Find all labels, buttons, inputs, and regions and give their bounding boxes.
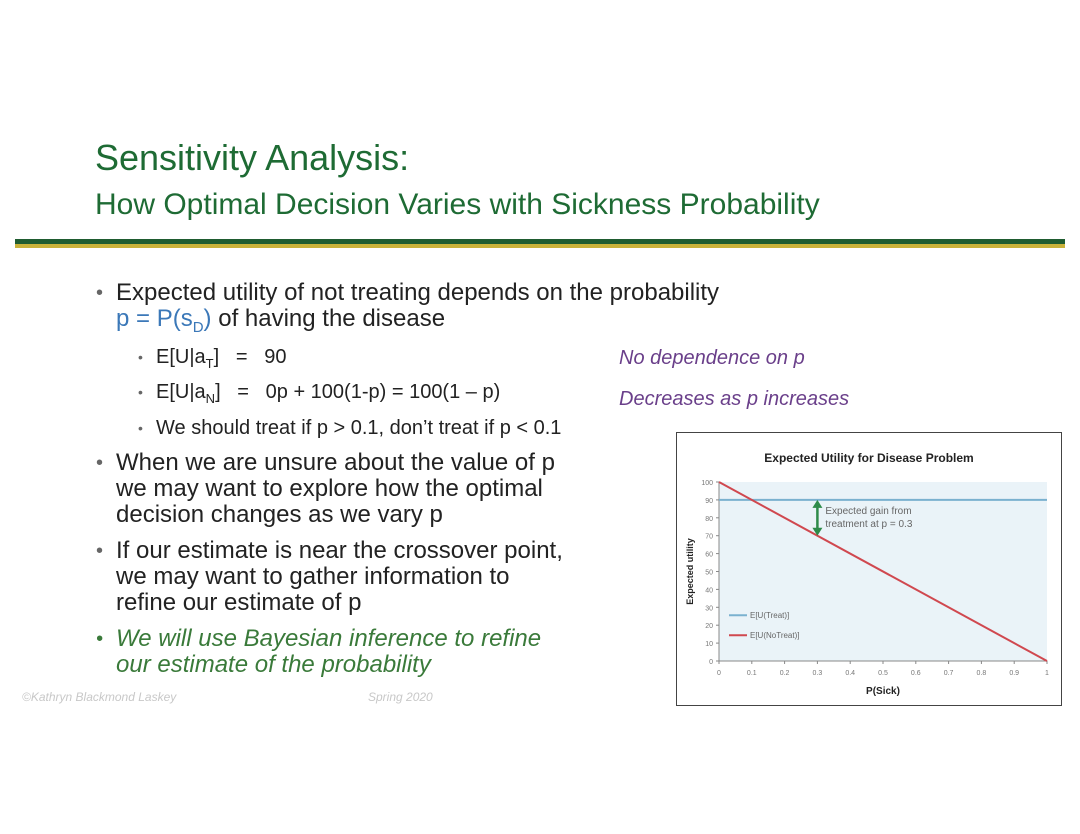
bullet-expected-utility-cont: p = P(sD) of having the disease <box>116 306 445 341</box>
note-decreases: Decreases as p increases <box>619 388 850 410</box>
y-tick-label: 10 <box>705 641 713 648</box>
annotation-line-1: Expected gain from <box>825 506 911 517</box>
gain-arrow-head-down <box>812 527 823 536</box>
slide-title: Sensitivity Analysis: <box>95 137 410 178</box>
title-rule-green <box>15 239 1065 244</box>
y-tick-label: 20 <box>705 623 713 630</box>
x-tick-label: 0.9 <box>1009 670 1019 677</box>
probability-definition: p = P(sD) <box>116 305 212 336</box>
bullet-text: Expected utility of not treating depends… <box>116 279 720 306</box>
chart-frame: Expected Utility for Disease Problem 0 10… <box>676 432 1062 706</box>
bullet-dot: • <box>96 540 104 562</box>
sub-bullet-decision: • We should treat if p > 0.1, don’t trea… <box>138 417 562 439</box>
y-tick-label: 30 <box>705 605 713 612</box>
series-line-notreat <box>718 481 1048 662</box>
y-tick-label: 40 <box>705 587 713 594</box>
bullet-crossover: • If our estimate is near the crossover … <box>96 537 563 616</box>
legend-label: E[U(Treat)] <box>750 611 789 620</box>
chart-title: Expected Utility for Disease Problem <box>764 451 974 465</box>
utility-chart: 0 10 20 30 40 50 60 70 80 90 100 0 0.1 0.2 0.3 0.4 0.5 0.… <box>685 480 1049 697</box>
sub-bullet-notreat: • E[U|aN] = 0p + 100(1-p) = 100(1 – p) <box>138 381 501 406</box>
bullet-dot: • <box>96 452 104 474</box>
legend-label: E[U(NoTreat)] <box>750 631 800 640</box>
bullet-dot: • <box>138 349 143 365</box>
x-tick-label: 0.5 <box>878 670 888 677</box>
x-tick-label: 0.1 <box>747 670 757 677</box>
x-tick-label: 0.3 <box>813 670 823 677</box>
x-tick-label: 0.4 <box>845 670 855 677</box>
x-tick-label: 0.2 <box>780 670 790 677</box>
title-rule-gold <box>15 244 1065 248</box>
y-axis-label: Expected utility <box>685 538 695 605</box>
bullet-dot: • <box>138 420 143 436</box>
x-tick-label: 1 <box>1045 670 1049 677</box>
y-tick-label: 60 <box>705 552 713 559</box>
footer-author: ©Kathryn Blackmond Laskey <box>22 690 177 704</box>
x-tick-label: 0.8 <box>977 670 987 677</box>
gain-arrow-head-up <box>812 499 823 508</box>
bullet-expected-utility: • Expected utility of not treating depen… <box>96 279 720 306</box>
y-tick-label: 80 <box>705 516 713 523</box>
x-axis-label: P(Sick) <box>866 686 900 697</box>
y-tick-label: 100 <box>701 480 713 487</box>
note-no-dependence: No dependence on p <box>619 347 805 369</box>
bullet-dot: • <box>96 282 104 304</box>
bullet-dot: • <box>138 384 143 400</box>
x-tick-label: 0.6 <box>911 670 921 677</box>
y-tick-label: 50 <box>705 570 713 577</box>
slide-subtitle: How Optimal Decision Varies with Sicknes… <box>95 188 820 221</box>
y-tick-label: 90 <box>705 498 713 505</box>
y-tick-label: 0 <box>709 659 713 666</box>
bullet-bayesian: • We will use Bayesian inference to refi… <box>96 625 542 678</box>
bullet-text: of having the disease <box>211 305 446 332</box>
annotation-line-2: treatment at p = 0.3 <box>825 519 912 530</box>
x-tick-label: 0.7 <box>944 670 954 677</box>
footer-term: Spring 2020 <box>368 690 433 704</box>
x-tick-label: 0 <box>717 670 721 677</box>
bullet-dot: • <box>96 628 104 650</box>
bullet-unsure: • When we are unsure about the value of … <box>96 449 555 528</box>
y-tick-label: 70 <box>705 534 713 541</box>
sub-bullet-treat: • E[U|aT] = 90 <box>138 346 287 371</box>
